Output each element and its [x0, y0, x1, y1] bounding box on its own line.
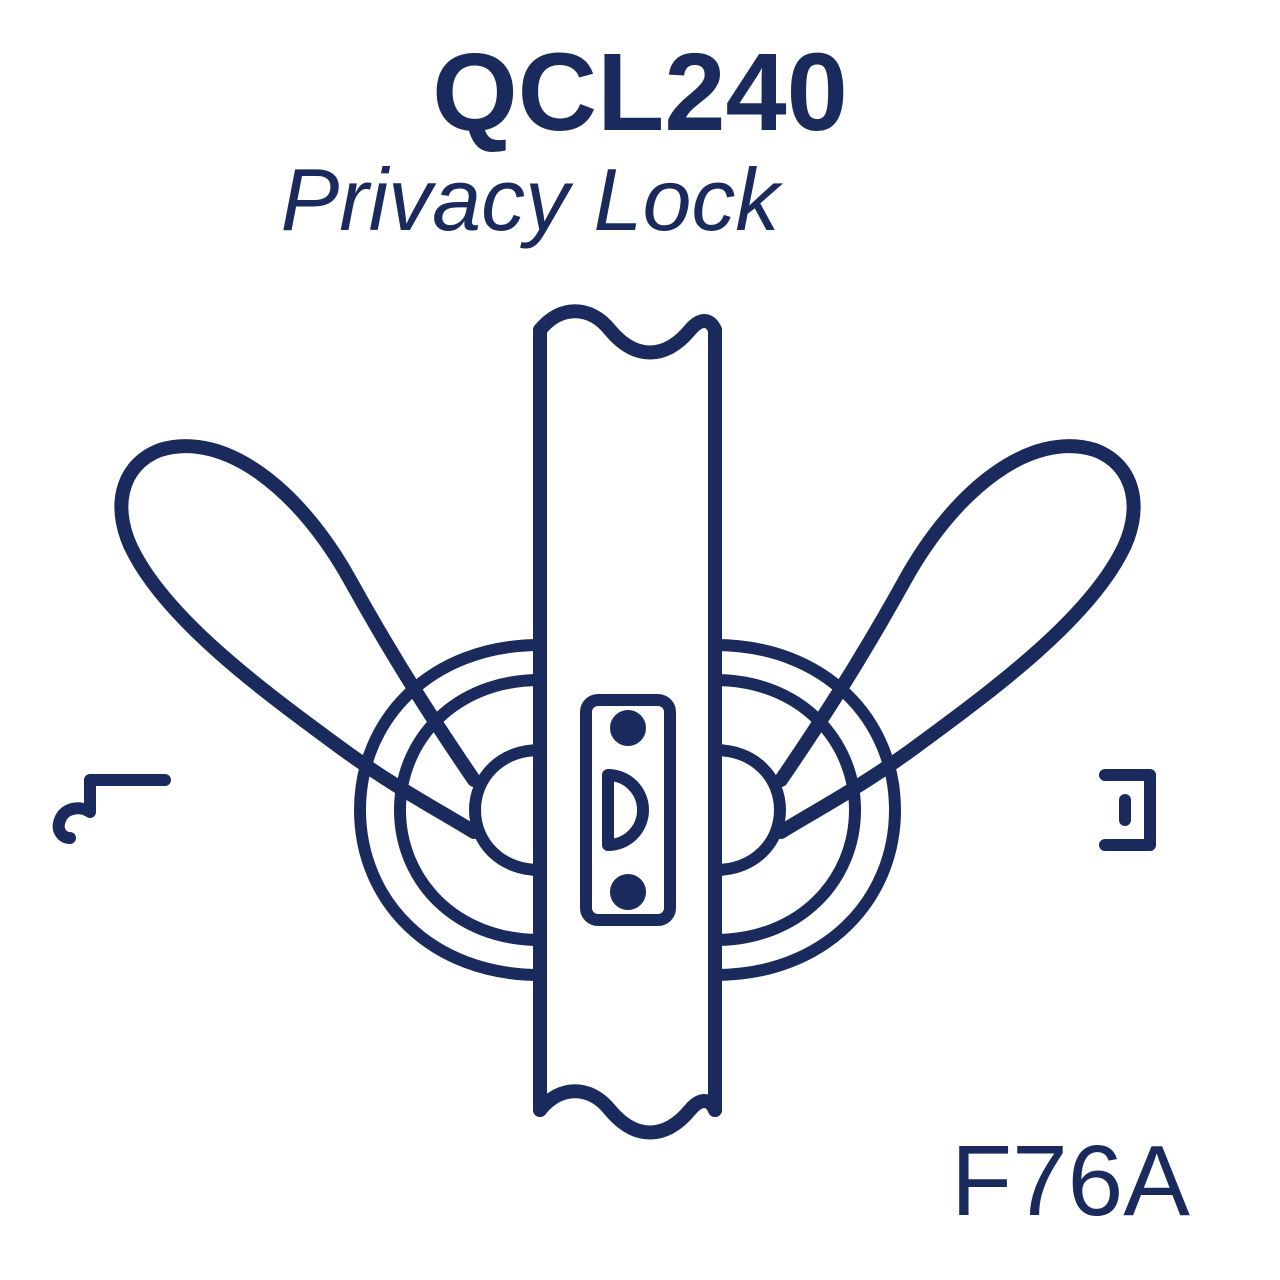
faceplate-screw-top [616, 716, 640, 740]
lock-lineart [59, 311, 1150, 1132]
lock-diagram: QCL240 Privacy Lock F76A [0, 0, 1280, 1280]
diagram-subtitle: Privacy Lock [281, 150, 784, 249]
diagram-title: QCL240 [432, 31, 848, 154]
latch-bolt [608, 775, 643, 845]
emergency-tool-icon [59, 780, 165, 838]
left-lever [121, 446, 474, 832]
latch-faceplate [586, 700, 670, 920]
coin-slot-icon [1105, 775, 1150, 845]
right-lever [781, 446, 1134, 832]
diagram-code: F76A [951, 1125, 1190, 1237]
faceplate-screw-bottom [616, 880, 640, 904]
